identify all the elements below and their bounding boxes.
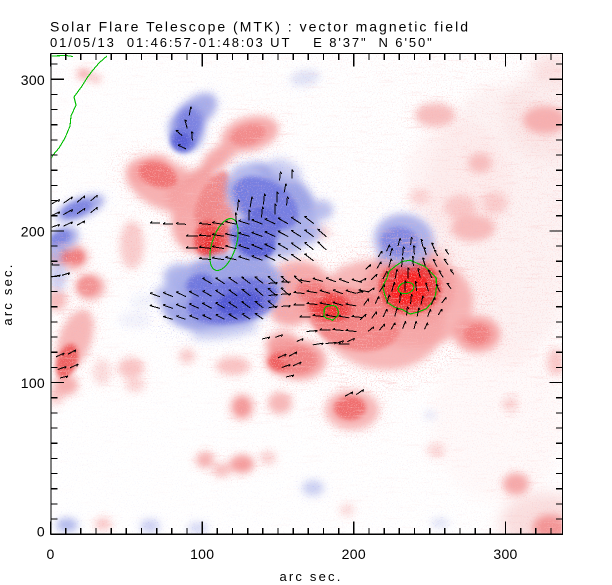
- svg-text:01/05/13 01:46:57-01:48:03 UT: 01/05/13 01:46:57-01:48:03 UT E 8'37" N …: [50, 35, 434, 50]
- svg-text:arc sec.: arc sec.: [279, 569, 342, 584]
- svg-text:200: 200: [342, 546, 366, 562]
- svg-text:200: 200: [21, 224, 45, 240]
- svg-text:0: 0: [46, 546, 54, 562]
- svg-text:300: 300: [21, 72, 45, 88]
- svg-text:0: 0: [37, 523, 45, 539]
- svg-text:arc sec.: arc sec.: [0, 262, 15, 325]
- svg-text:100: 100: [21, 375, 45, 391]
- svg-text:Solar Flare Telescope (MTK) :: Solar Flare Telescope (MTK) : vector mag…: [50, 19, 470, 35]
- svg-text:300: 300: [493, 546, 517, 562]
- svg-text:100: 100: [190, 546, 214, 562]
